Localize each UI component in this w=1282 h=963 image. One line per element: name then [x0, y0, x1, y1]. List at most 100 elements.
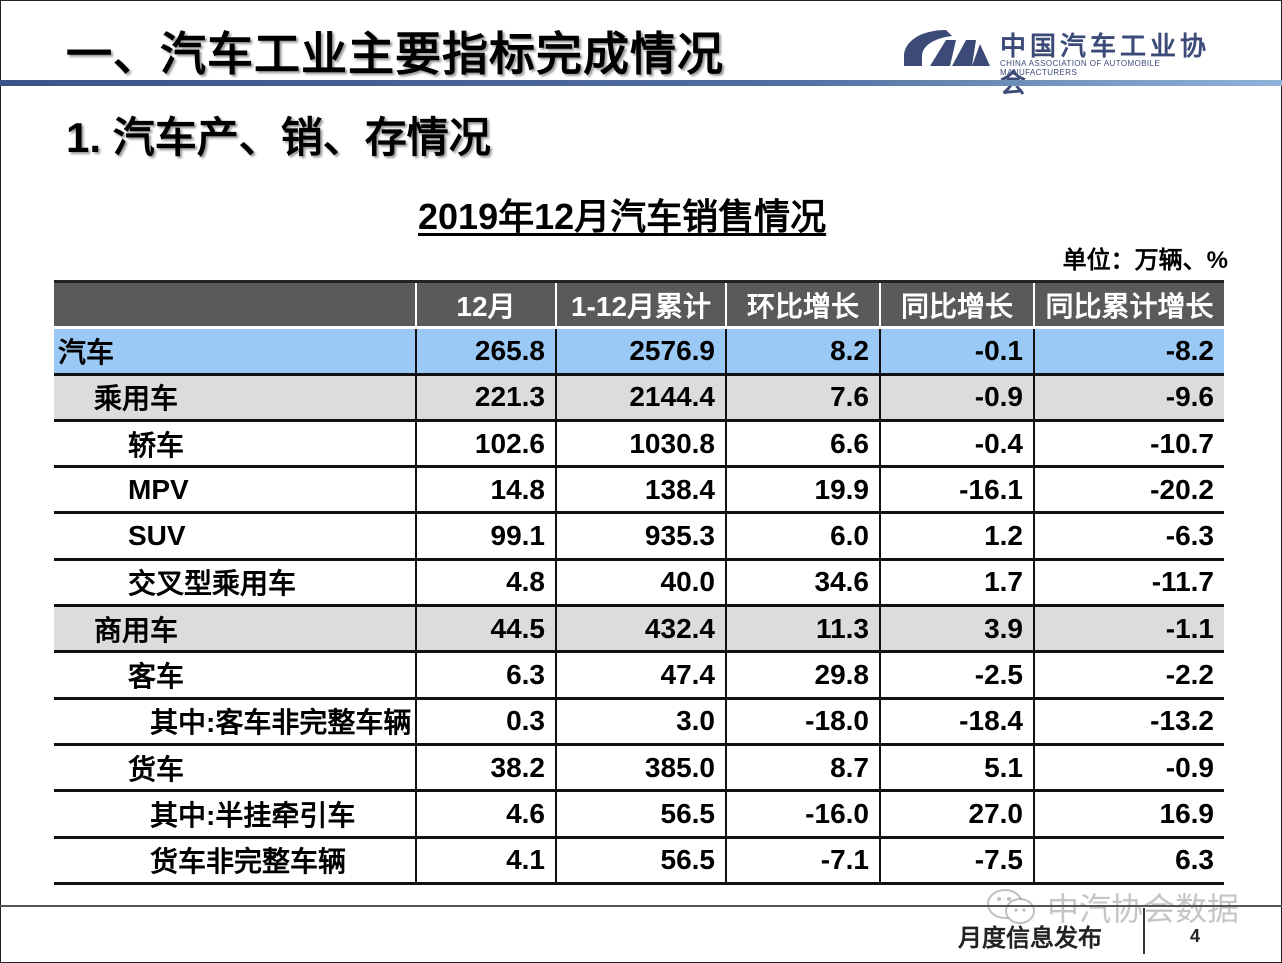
cell-yoy-cumulative: 16.9: [1033, 790, 1224, 839]
column-header-ytd: 1-12月累计: [555, 279, 726, 330]
row-label: SUV: [54, 512, 416, 561]
page-number: 4: [1190, 926, 1201, 946]
cell-yoy: -18.4: [879, 698, 1034, 746]
row-label: 乘用车: [54, 374, 416, 422]
row-label: 其中:客车非完整车辆: [54, 698, 416, 746]
table-row: 商用车 44.5 432.4 11.3 3.9 -1.1: [54, 605, 1224, 654]
cell-mom: -7.1: [725, 837, 880, 885]
cell-ytd: 1030.8: [555, 420, 726, 469]
footer-separator: [1143, 908, 1145, 954]
cell-ytd: 385.0: [555, 744, 726, 793]
header-divider: [0, 80, 1282, 86]
row-label: 其中:半挂牵引车: [54, 790, 416, 839]
footer-divider: [0, 905, 1282, 907]
cell-mom: 34.6: [725, 559, 880, 608]
cell-ytd: 2144.4: [555, 374, 726, 422]
cell-december: 102.6: [415, 420, 556, 469]
cell-mom: 6.0: [725, 512, 880, 561]
cell-december: 4.1: [415, 837, 556, 885]
unit-label: 单位：万辆、%: [1062, 247, 1228, 274]
cell-yoy: 5.1: [879, 744, 1034, 793]
row-label: 汽车: [54, 327, 416, 376]
table-row: 乘用车 221.3 2144.4 7.6 -0.9 -9.6: [54, 374, 1224, 422]
column-header-december: 12月: [415, 279, 556, 330]
cell-yoy-cumulative: -8.2: [1033, 327, 1224, 376]
cell-ytd: 138.4: [555, 466, 726, 515]
row-label: 货车非完整车辆: [54, 837, 416, 885]
cell-yoy: -16.1: [879, 466, 1034, 515]
cell-yoy-cumulative: -10.7: [1033, 420, 1224, 469]
cell-yoy: 1.7: [879, 559, 1034, 608]
cell-yoy-cumulative: -0.9: [1033, 744, 1224, 793]
cell-mom: 6.6: [725, 420, 880, 469]
cell-december: 99.1: [415, 512, 556, 561]
cell-december: 4.8: [415, 559, 556, 608]
cell-yoy: -7.5: [879, 837, 1034, 885]
table-row: 汽车 265.8 2576.9 8.2 -0.1 -8.2: [54, 327, 1224, 376]
cell-ytd: 56.5: [555, 790, 726, 839]
cell-december: 38.2: [415, 744, 556, 793]
cell-ytd: 432.4: [555, 605, 726, 654]
table-row: 其中:半挂牵引车 4.6 56.5 -16.0 27.0 16.9: [54, 790, 1224, 839]
cell-yoy-cumulative: -2.2: [1033, 651, 1224, 700]
cell-ytd: 935.3: [555, 512, 726, 561]
cell-mom: 8.7: [725, 744, 880, 793]
cell-yoy: -0.9: [879, 374, 1034, 422]
cell-december: 14.8: [415, 466, 556, 515]
table-header-row: 12月 1-12月累计 环比增长 同比增长 同比累计增长: [54, 279, 1224, 330]
cell-december: 6.3: [415, 651, 556, 700]
cell-yoy-cumulative: -6.3: [1033, 512, 1224, 561]
cell-ytd: 3.0: [555, 698, 726, 746]
cell-december: 4.6: [415, 790, 556, 839]
column-header-mom: 环比增长: [725, 279, 880, 330]
table-row: 轿车 102.6 1030.8 6.6 -0.4 -10.7: [54, 420, 1224, 469]
row-label: MPV: [54, 466, 416, 515]
cell-yoy-cumulative: -9.6: [1033, 374, 1224, 422]
cell-yoy: 27.0: [879, 790, 1034, 839]
row-label: 客车: [54, 651, 416, 700]
table-row: SUV 99.1 935.3 6.0 1.2 -6.3: [54, 512, 1224, 561]
cell-december: 221.3: [415, 374, 556, 422]
sales-table: 12月 1-12月累计 环比增长 同比增长 同比累计增长 汽车 265.8 2576…: [54, 279, 1224, 885]
row-label: 商用车: [54, 605, 416, 654]
cell-ytd: 40.0: [555, 559, 726, 608]
cell-mom: 29.8: [725, 651, 880, 700]
cell-yoy-cumulative: -20.2: [1033, 466, 1224, 515]
cell-mom: -16.0: [725, 790, 880, 839]
table-row: 其中:客车非完整车辆 0.3 3.0 -18.0 -18.4 -13.2: [54, 698, 1224, 746]
cell-mom: 11.3: [725, 605, 880, 654]
cell-ytd: 56.5: [555, 837, 726, 885]
table-row: 货车 38.2 385.0 8.7 5.1 -0.9: [54, 744, 1224, 793]
cell-mom: -18.0: [725, 698, 880, 746]
cell-december: 44.5: [415, 605, 556, 654]
footer-label: 月度信息发布: [958, 925, 1102, 952]
table-row: 货车非完整车辆 4.1 56.5 -7.1 -7.5 6.3: [54, 837, 1224, 885]
cell-yoy-cumulative: -11.7: [1033, 559, 1224, 608]
cell-yoy: 3.9: [879, 605, 1034, 654]
column-header-category: [54, 279, 416, 330]
cell-mom: 19.9: [725, 466, 880, 515]
slide-title: 一、汽车工业主要指标完成情况: [66, 28, 724, 80]
cell-december: 0.3: [415, 698, 556, 746]
cell-yoy: -0.1: [879, 327, 1034, 376]
table-row: MPV 14.8 138.4 19.9 -16.1 -20.2: [54, 466, 1224, 515]
table-title: 2019年12月汽车销售情况: [418, 196, 827, 237]
cell-yoy: 1.2: [879, 512, 1034, 561]
column-header-yoy-cumulative: 同比累计增长: [1033, 279, 1224, 330]
cell-ytd: 47.4: [555, 651, 726, 700]
cell-mom: 8.2: [725, 327, 880, 376]
column-header-yoy: 同比增长: [879, 279, 1034, 330]
table-row: 交叉型乘用车 4.8 40.0 34.6 1.7 -11.7: [54, 559, 1224, 608]
cell-yoy-cumulative: 6.3: [1033, 837, 1224, 885]
cell-yoy-cumulative: -13.2: [1033, 698, 1224, 746]
cell-yoy-cumulative: -1.1: [1033, 605, 1224, 654]
row-label: 轿车: [54, 420, 416, 469]
cell-yoy: -2.5: [879, 651, 1034, 700]
cell-december: 265.8: [415, 327, 556, 376]
row-label: 货车: [54, 744, 416, 793]
cell-yoy: -0.4: [879, 420, 1034, 469]
caam-logo: 中国汽车工业协会 CHINA ASSOCIATION OF AUTOMOBILE…: [900, 22, 1230, 98]
row-label: 交叉型乘用车: [54, 559, 416, 608]
logo-name-en: CHINA ASSOCIATION OF AUTOMOBILE MANUFACT…: [1000, 59, 1161, 77]
cell-ytd: 2576.9: [555, 327, 726, 376]
